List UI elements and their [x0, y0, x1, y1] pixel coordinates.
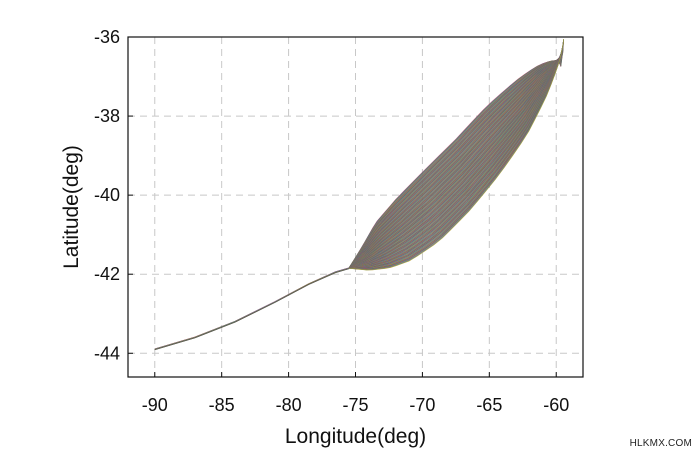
x-tick-label: -70 — [409, 395, 435, 415]
trunk-line — [154, 267, 349, 350]
trunk-line — [154, 267, 349, 350]
x-tick-label: -60 — [543, 395, 569, 415]
trajectory-fan — [348, 38, 564, 271]
trunk-line — [154, 268, 349, 351]
x-tick-label: -80 — [276, 395, 302, 415]
y-tick-label: -42 — [94, 264, 120, 284]
y-tick-label: -44 — [94, 343, 120, 363]
y-tick-label: -38 — [94, 106, 120, 126]
trunk-line — [154, 267, 349, 350]
trunk-line — [154, 267, 349, 350]
trajectory-trunk — [154, 267, 349, 351]
y-axis-title: Latitude(deg) — [60, 145, 83, 269]
x-ticks: -90 -85 -80 -75 -70 -65 -60 — [142, 372, 569, 415]
trunk-line — [154, 268, 349, 350]
x-axis-title: Longitude(deg) — [285, 425, 426, 448]
x-tick-label: -75 — [342, 395, 368, 415]
trajectory-line — [348, 38, 564, 271]
watermark-text: HLKMX.COM — [629, 438, 692, 449]
trunk-line — [154, 268, 349, 350]
y-tick-label: -40 — [94, 185, 120, 205]
x-tick-label: -85 — [209, 395, 235, 415]
x-tick-label: -90 — [142, 395, 168, 415]
y-tick-label: -36 — [94, 27, 120, 47]
x-tick-label: -65 — [476, 395, 502, 415]
y-ticks: -36 -38 -40 -42 -44 — [94, 27, 133, 363]
